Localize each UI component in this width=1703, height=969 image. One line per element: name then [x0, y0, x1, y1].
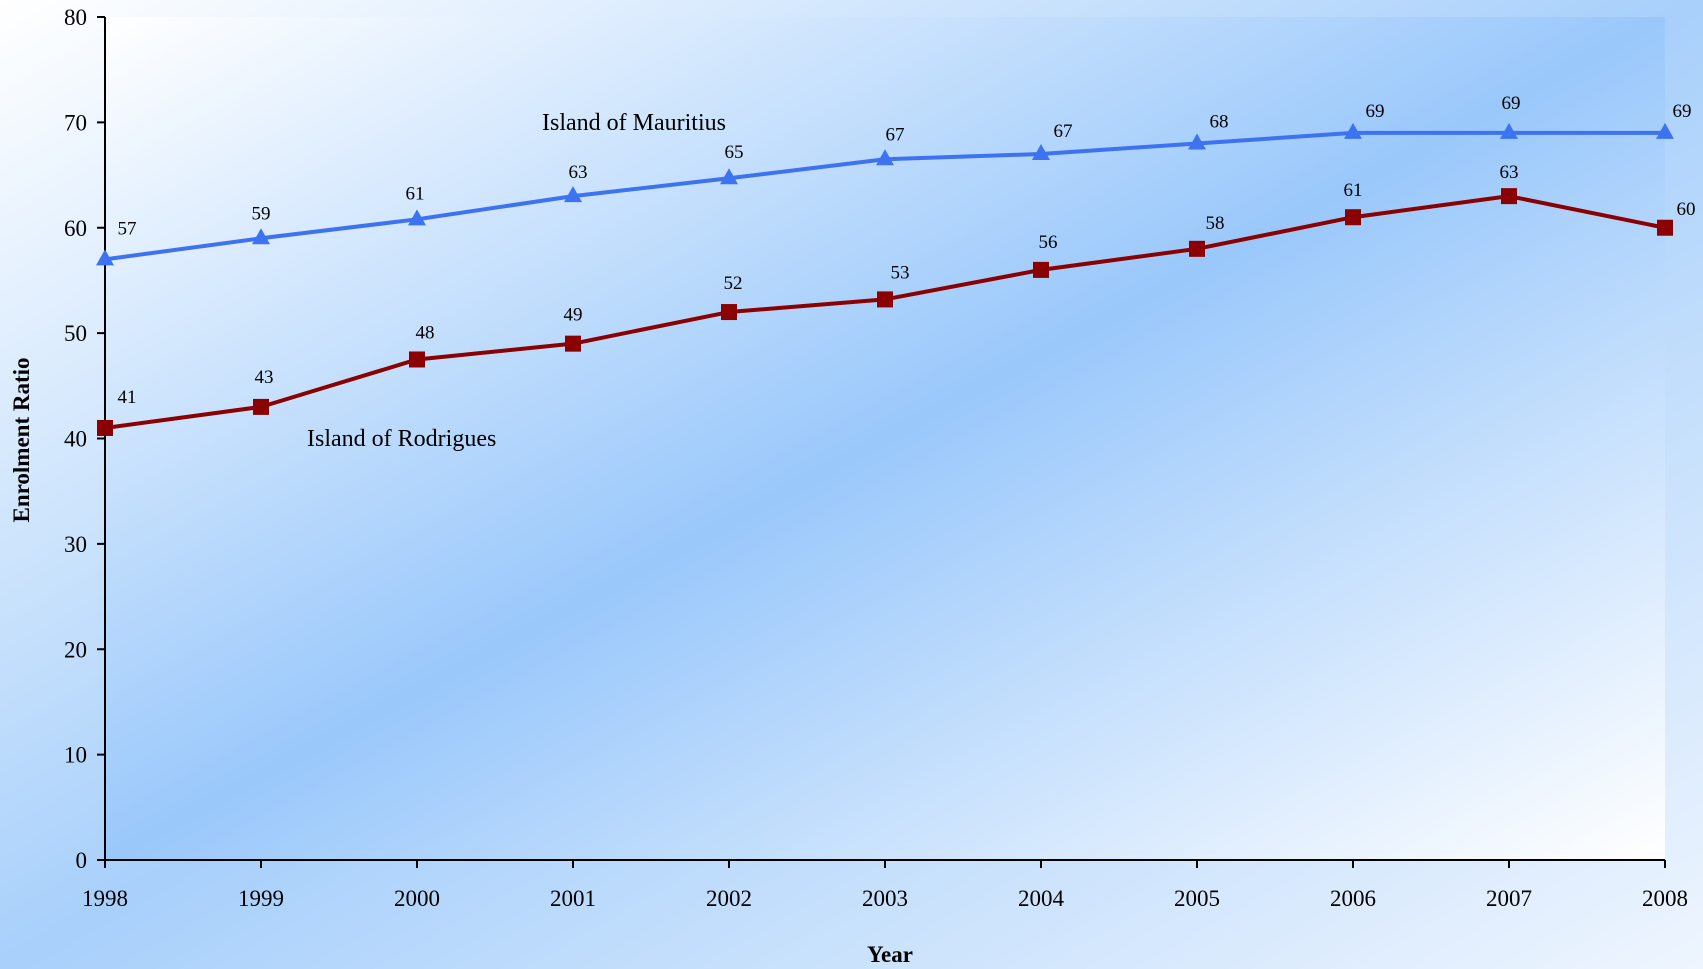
data-label: 65	[725, 142, 744, 163]
series-label-rodrigues: Island of Rodrigues	[307, 426, 496, 452]
data-label: 53	[891, 262, 910, 283]
data-label: 49	[564, 305, 583, 326]
triangle-marker	[96, 249, 114, 266]
triangle-marker	[1188, 133, 1206, 150]
triangle-marker	[1032, 143, 1050, 160]
triangle-marker	[876, 149, 894, 166]
data-label: 67	[886, 124, 905, 145]
x-tick-label: 2005	[1174, 886, 1220, 911]
data-label: 59	[252, 203, 271, 224]
data-label: 56	[1039, 232, 1058, 253]
y-tick-label: 30	[64, 532, 87, 557]
square-marker	[1345, 209, 1361, 226]
x-tick-label: 2004	[1018, 886, 1065, 911]
x-tick-label: 2008	[1642, 886, 1688, 911]
x-tick-label: 2003	[862, 886, 908, 911]
data-labels: 57 59 61 63 65 67 67 68 69 69 69 41 43 48 49 52 53 56 58 61…	[118, 93, 1696, 408]
data-label: 43	[255, 367, 274, 388]
series-group	[96, 122, 1674, 436]
x-tick-label: 2000	[394, 886, 440, 911]
x-tick-label: 2006	[1330, 886, 1376, 911]
square-marker	[1189, 240, 1205, 257]
triangle-marker	[720, 168, 738, 185]
x-axis-title: Year	[867, 942, 913, 967]
data-label: 63	[1500, 162, 1519, 183]
square-marker	[1501, 188, 1517, 205]
square-marker	[1657, 219, 1673, 236]
axes: 0 10 20 30 40 50 60 70 80 1998 1999 2000 2001 2002 200…	[64, 5, 1688, 911]
triangle-marker	[1500, 122, 1518, 139]
y-tick-label: 50	[64, 321, 87, 346]
data-label: 52	[724, 273, 743, 294]
data-label: 68	[1210, 111, 1229, 132]
data-label: 58	[1206, 213, 1225, 234]
square-marker	[1033, 261, 1049, 278]
y-tick-label: 40	[64, 427, 87, 452]
triangle-marker	[408, 209, 426, 226]
data-label: 69	[1673, 101, 1692, 122]
data-label: 69	[1366, 101, 1385, 122]
x-tick-label: 2007	[1486, 886, 1532, 911]
series-rodrigues	[97, 188, 1673, 436]
data-label: 67	[1054, 121, 1073, 142]
triangle-marker	[252, 228, 270, 245]
triangle-marker	[564, 186, 582, 203]
square-marker	[253, 398, 269, 415]
triangle-marker	[1344, 122, 1362, 139]
square-marker	[97, 419, 113, 436]
y-axis-title: Enrolment Ratio	[9, 357, 34, 522]
square-marker	[721, 304, 737, 321]
y-tick-label: 10	[64, 743, 87, 768]
square-marker	[409, 351, 425, 368]
data-label: 61	[406, 183, 425, 204]
data-label: 63	[569, 162, 588, 183]
square-marker	[877, 291, 893, 308]
data-label: 61	[1344, 180, 1363, 201]
y-tick-label: 60	[64, 216, 87, 241]
series-label-mauritius: Island of Mauritius	[542, 110, 726, 136]
x-tick-label: 2002	[706, 886, 752, 911]
data-label: 69	[1502, 93, 1521, 114]
x-tick-label: 1999	[238, 886, 284, 911]
square-marker	[565, 335, 581, 352]
x-tick-label: 1998	[82, 886, 128, 911]
y-tick-label: 20	[64, 637, 87, 662]
triangle-marker	[1656, 122, 1674, 139]
y-tick-label: 70	[64, 110, 87, 135]
series-mauritius	[96, 122, 1674, 266]
data-label: 60	[1677, 199, 1696, 220]
data-label: 57	[118, 218, 137, 239]
x-tick-label: 2001	[550, 886, 596, 911]
data-label: 48	[416, 322, 435, 343]
data-label: 41	[118, 387, 137, 408]
y-tick-label: 0	[76, 848, 88, 873]
y-tick-label: 80	[64, 5, 87, 30]
